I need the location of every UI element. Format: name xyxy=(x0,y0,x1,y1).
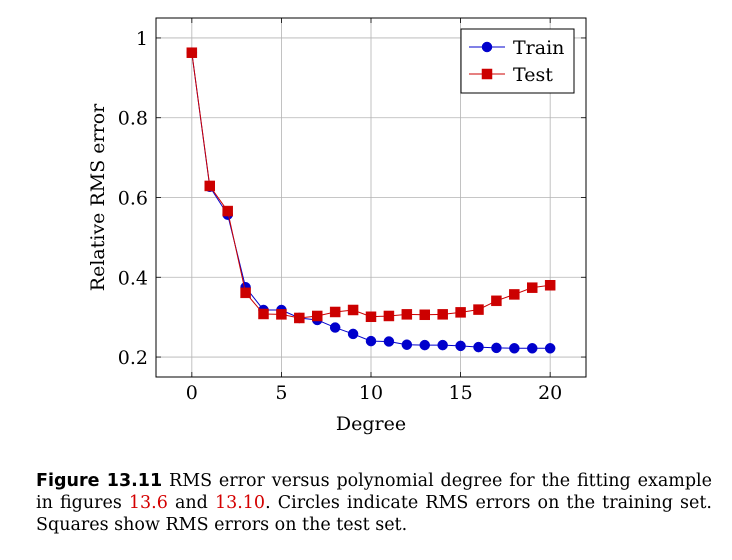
point-test xyxy=(258,308,269,320)
point-train xyxy=(491,342,502,354)
point-test xyxy=(491,295,502,307)
x-axis-label: Degree xyxy=(336,413,406,435)
point-test xyxy=(204,180,215,192)
point-train xyxy=(329,322,341,333)
y-tick-label: 0.6 xyxy=(118,188,148,210)
x-tick-label: 0 xyxy=(186,382,198,404)
point-train xyxy=(455,340,466,352)
point-test xyxy=(329,306,341,318)
point-test xyxy=(276,309,287,320)
point-test xyxy=(401,309,413,320)
point-train xyxy=(509,343,520,354)
point-test xyxy=(186,47,198,58)
caption-text-3: . Circles indicate RMS errors on the tra… xyxy=(36,493,712,535)
point-test xyxy=(383,310,395,322)
legend-label-train: Train xyxy=(513,37,564,59)
figure-ref-link-1[interactable]: 13.6 xyxy=(128,493,168,513)
point-test xyxy=(240,287,251,299)
legend-label-test: Test xyxy=(513,64,553,86)
point-train xyxy=(401,339,413,350)
y-tick-label: 0.4 xyxy=(118,267,148,289)
point-train xyxy=(383,336,395,347)
y-tick-label: 0.8 xyxy=(118,108,148,130)
y-axis-label: Relative RMS error xyxy=(87,103,109,291)
legend-marker-train xyxy=(481,41,493,53)
figure-ref-link-2[interactable]: 13.10 xyxy=(214,493,266,513)
point-test xyxy=(222,205,233,217)
point-test xyxy=(419,309,430,321)
x-tick-label: 15 xyxy=(448,382,472,404)
series-layer xyxy=(186,47,556,354)
y-tick-labels: 0.2 0.4 0.6 0.8 1 xyxy=(118,28,148,369)
point-test xyxy=(294,312,305,324)
point-test xyxy=(455,307,466,318)
y-tick-label: 1 xyxy=(136,28,148,50)
legend: Train Test xyxy=(460,28,575,94)
legend-marker-test xyxy=(481,68,493,80)
point-test xyxy=(544,280,556,291)
point-test xyxy=(473,304,484,315)
point-train xyxy=(437,339,448,351)
point-test xyxy=(437,309,448,320)
point-test xyxy=(527,282,538,293)
point-train xyxy=(347,328,359,340)
caption-text-1: RMS error versus polynomial degree for t… xyxy=(36,471,712,513)
point-train xyxy=(544,343,556,354)
x-tick-labels: 0 5 10 15 20 xyxy=(186,382,562,404)
point-test xyxy=(312,310,323,322)
point-train xyxy=(365,335,377,347)
point-test xyxy=(347,304,359,316)
figure-label: Figure 13.11 xyxy=(36,471,163,491)
point-train xyxy=(419,339,430,351)
legend-box xyxy=(460,28,575,94)
point-train xyxy=(527,343,538,354)
x-tick-label: 20 xyxy=(538,382,562,404)
figure-caption: Figure 13.11 RMS error versus polynomial… xyxy=(36,470,712,536)
series-test xyxy=(186,47,556,324)
point-test xyxy=(509,289,520,300)
tick-marks xyxy=(156,18,586,377)
x-tick-label: 5 xyxy=(275,382,287,404)
x-tick-label: 10 xyxy=(359,382,383,404)
chart: 0 5 10 15 20 0.2 0.4 0.6 0.8 1 Degree Relative R… xyxy=(87,17,587,435)
point-train xyxy=(473,341,484,353)
point-test xyxy=(365,311,377,323)
y-tick-label: 0.2 xyxy=(118,347,148,369)
caption-text-2: and xyxy=(167,493,215,513)
